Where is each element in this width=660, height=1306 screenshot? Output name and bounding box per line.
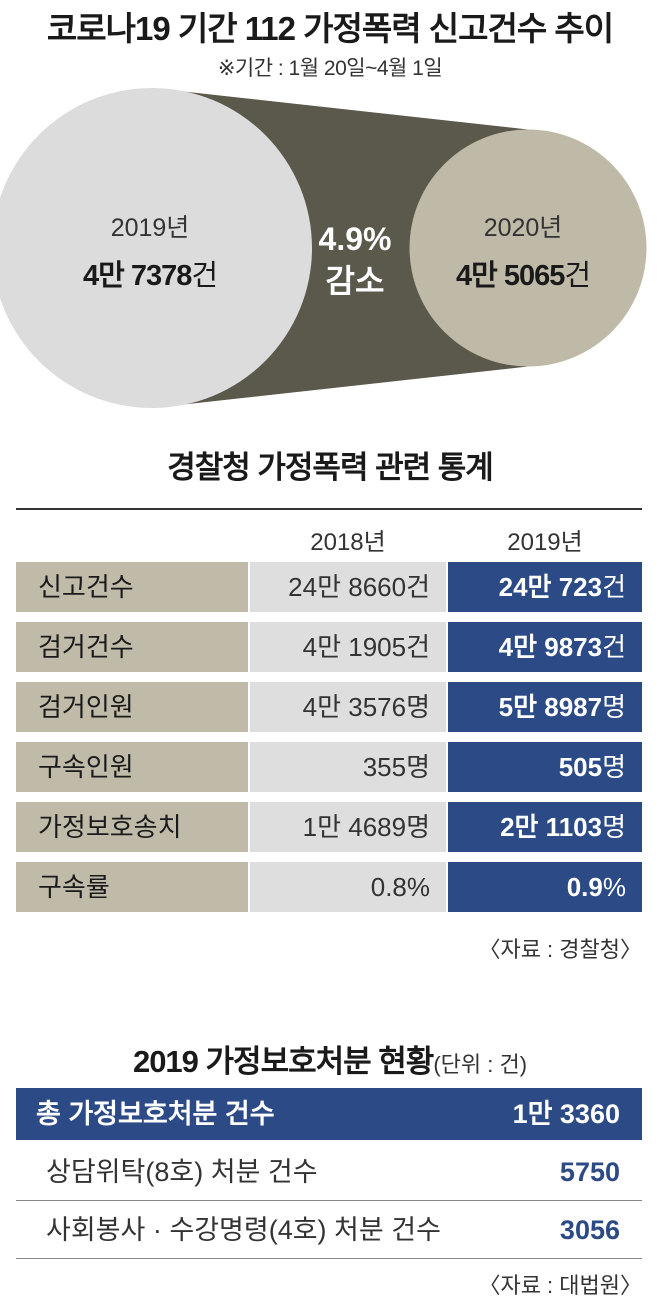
row-label: 신고건수 [16, 562, 248, 612]
cell-2019: 5만 8987명 [448, 682, 642, 732]
value-label-2019: 4만 7378건 [82, 260, 218, 292]
table-row: 구속인원 355명 505명 [16, 742, 642, 792]
cell-2019: 505명 [448, 742, 642, 792]
change-label: 4.9% 감소 [290, 218, 420, 302]
total-label: 총 가정보호처분 건수 [36, 1099, 275, 1129]
row-label: 가정보호송치 [16, 802, 248, 852]
cell-2019: 4만 9873건 [448, 622, 642, 672]
value-label-2020: 4만 5065건 [455, 260, 591, 292]
table-row: 가정보호송치 1만 4689명 2만 1103명 [16, 802, 642, 852]
item-value: 5750 [559, 1157, 620, 1187]
row-divider [16, 1258, 642, 1259]
table-row: 검거인원 4만 3576명 5만 8987명 [16, 682, 642, 732]
cell-2018: 4만 1905건 [250, 622, 446, 672]
row-label: 검거건수 [16, 622, 248, 672]
police-source: 〈자료 : 경찰청〉 [478, 937, 642, 962]
cell-2018: 4만 3576명 [250, 682, 446, 732]
table-row: 구속률 0.8% 0.9% [16, 862, 642, 912]
item-label: 상담위탁(8호) 처분 건수 [46, 1157, 318, 1187]
circle-2019-text: 2019년 4만 7378건 [30, 208, 270, 294]
list-item: 사회봉사 · 수강명령(4호) 처분 건수 3056 [16, 1202, 642, 1258]
list-item: 상담위탁(8호) 처분 건수 5750 [16, 1144, 642, 1200]
bubble-chart [0, 88, 647, 408]
police-stats-title: 경찰청 가정폭력 관련 통계 [167, 450, 494, 485]
circle-2020 [409, 129, 647, 367]
chart-title: 코로나19 기간 112 가정폭력 신고건수 추이 [46, 10, 614, 47]
cell-2018: 355명 [250, 742, 446, 792]
row-label: 검거인원 [16, 682, 248, 732]
year-label-2019: 2019년 [110, 214, 190, 242]
cell-2018: 24만 8660건 [250, 562, 446, 612]
cell-2018: 1만 4689명 [250, 802, 446, 852]
total-protection-bar: 총 가정보호처분 건수 1만 3360 [16, 1088, 642, 1140]
change-word: 감소 [325, 263, 385, 299]
row-label: 구속률 [16, 862, 248, 912]
cell-2018: 0.8% [250, 862, 446, 912]
table-top-rule [16, 508, 642, 510]
circle-2020-text: 2020년 4만 5065건 [412, 208, 634, 294]
protection-title: 2019 가정보호처분 현황(단위 : 건) [132, 1044, 528, 1079]
year-label-2020: 2020년 [483, 214, 563, 242]
column-header-2018: 2018년 [310, 529, 386, 556]
change-percent: 4.9% [318, 221, 392, 257]
circle-2019 [0, 88, 312, 408]
row-label: 구속인원 [16, 742, 248, 792]
table-row: 검거건수 4만 1905건 4만 9873건 [16, 622, 642, 672]
table-row: 신고건수 24만 8660건 24만 723건 [16, 562, 642, 612]
cell-2019: 0.9% [448, 862, 642, 912]
chart-subtitle: ※기간 : 1월 20일~4월 1일 [217, 57, 443, 80]
cell-2019: 2만 1103명 [448, 802, 642, 852]
column-header-2019: 2019년 [507, 529, 583, 556]
item-label: 사회봉사 · 수강명령(4호) 처분 건수 [46, 1215, 441, 1245]
unit-note: (단위 : 건) [433, 1052, 528, 1077]
cell-2019: 24만 723건 [448, 562, 642, 612]
total-value: 1만 3360 [512, 1099, 620, 1129]
protection-source: 〈자료 : 대법원〉 [478, 1273, 642, 1298]
row-divider [16, 1200, 642, 1201]
item-value: 3056 [559, 1215, 620, 1245]
